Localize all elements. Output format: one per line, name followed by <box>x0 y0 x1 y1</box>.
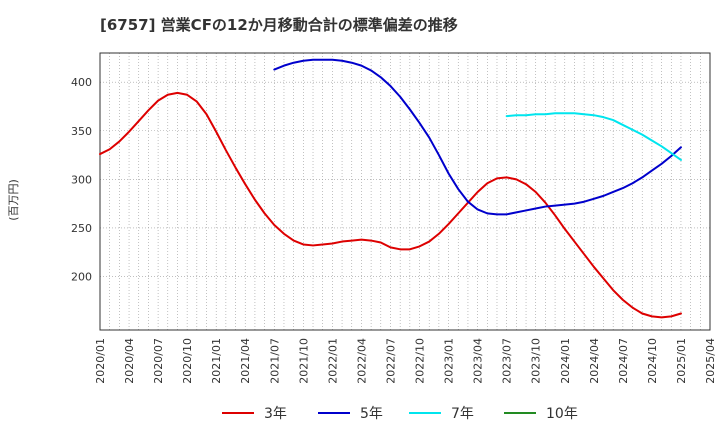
x-tick-label: 2020/01 <box>94 338 107 384</box>
series-line-0 <box>99 91 682 319</box>
legend-label-1: 5年 <box>360 406 383 422</box>
x-tick-label: 2022/01 <box>326 338 339 384</box>
x-tick-label: 2020/07 <box>152 338 165 384</box>
x-tick-label: 2022/10 <box>414 338 427 384</box>
legend-label-3: 10年 <box>546 406 578 422</box>
x-tick-label: 2025/04 <box>704 338 717 384</box>
x-tick-label: 2022/07 <box>384 338 397 384</box>
legend: 3年 5年 7年 10年 <box>222 406 578 422</box>
y-axis: 200 250 300 350 400 <box>71 76 92 283</box>
chart-title: [6757] 営業CFの12か月移動合計の標準偏差の推移 <box>100 16 458 34</box>
x-tick-label: 2020/04 <box>123 338 136 384</box>
grid <box>100 53 710 330</box>
plot-area-border <box>99 52 711 331</box>
x-tick-label: 2021/07 <box>268 338 281 384</box>
series-group <box>99 58 682 319</box>
x-tick-label: 2021/10 <box>297 338 310 384</box>
x-tick-label: 2024/01 <box>559 338 572 384</box>
x-tick-label: 2023/07 <box>501 338 514 384</box>
series-line-2 <box>505 112 682 161</box>
legend-label-0: 3年 <box>264 406 287 422</box>
y-tick-label: 250 <box>71 222 92 235</box>
y-tick-label: 200 <box>71 271 92 284</box>
x-tick-label: 2023/04 <box>472 338 485 384</box>
x-tick-label: 2022/04 <box>355 338 368 384</box>
x-tick-label: 2021/01 <box>210 338 223 384</box>
series-line-1 <box>273 58 682 216</box>
x-tick-label: 2020/10 <box>181 338 194 384</box>
x-tick-label: 2024/10 <box>646 338 659 384</box>
x-tick-label: 2024/07 <box>617 338 630 384</box>
legend-label-2: 7年 <box>451 406 474 422</box>
x-tick-label: 2024/04 <box>588 338 601 384</box>
x-tick-label: 2023/10 <box>530 338 543 384</box>
x-axis: 2020/01 2020/04 2020/07 2020/10 2021/01 2021/… <box>94 338 717 384</box>
x-tick-label: 2025/01 <box>675 338 688 384</box>
y-axis-label: (百万円) <box>7 179 20 221</box>
x-tick-label: 2021/04 <box>239 338 252 384</box>
y-tick-label: 350 <box>71 125 92 138</box>
y-tick-label: 400 <box>71 76 92 89</box>
y-tick-label: 300 <box>71 173 92 186</box>
x-tick-label: 2023/01 <box>443 338 456 384</box>
